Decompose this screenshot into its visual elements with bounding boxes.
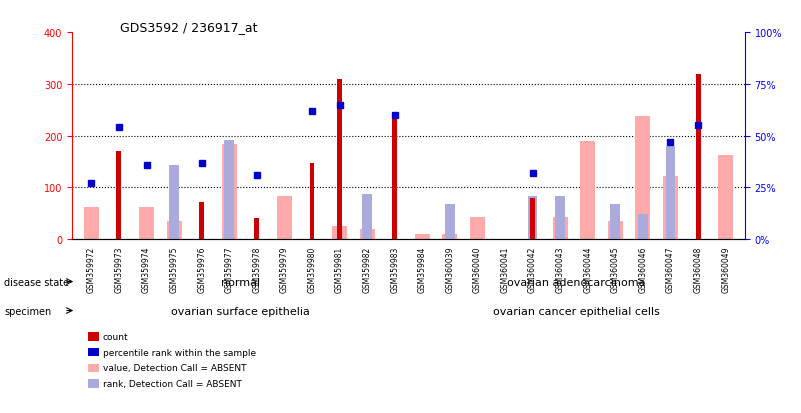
Bar <box>695 74 701 240</box>
Bar <box>139 207 154 240</box>
Text: ovarian cancer epithelial cells: ovarian cancer epithelial cells <box>493 306 660 316</box>
Bar <box>360 229 375 240</box>
Bar <box>224 140 234 240</box>
Bar <box>199 202 204 240</box>
Bar <box>84 207 99 240</box>
Text: specimen: specimen <box>4 306 51 316</box>
Bar <box>169 165 179 240</box>
Text: count: count <box>103 332 128 341</box>
Bar <box>555 196 565 240</box>
Bar <box>608 221 623 240</box>
Bar <box>666 147 675 240</box>
Text: ovarian surface epithelia: ovarian surface epithelia <box>171 306 310 316</box>
Bar <box>553 217 568 240</box>
Bar <box>337 79 342 240</box>
Bar <box>167 221 182 240</box>
Bar <box>392 117 397 240</box>
Bar <box>442 235 457 240</box>
Bar <box>277 197 292 240</box>
Bar <box>635 117 650 240</box>
Text: rank, Detection Call = ABSENT: rank, Detection Call = ABSENT <box>103 379 241 388</box>
Bar <box>116 152 122 240</box>
Bar <box>470 218 485 240</box>
Bar <box>580 142 595 240</box>
Bar <box>528 196 537 240</box>
Bar <box>663 177 678 240</box>
Text: value, Detection Call = ABSENT: value, Detection Call = ABSENT <box>103 363 246 373</box>
Bar <box>309 164 315 240</box>
Text: disease state: disease state <box>4 277 69 287</box>
Text: normal: normal <box>221 277 260 287</box>
Bar <box>415 235 430 240</box>
Bar <box>362 194 372 240</box>
Text: ovarian adenocarcinoma: ovarian adenocarcinoma <box>508 277 646 287</box>
Bar <box>718 156 733 240</box>
Bar <box>222 145 237 240</box>
Bar <box>445 204 455 240</box>
Bar <box>255 219 260 240</box>
Bar <box>638 215 648 240</box>
Text: GDS3592 / 236917_at: GDS3592 / 236917_at <box>120 21 258 33</box>
Bar <box>332 227 347 240</box>
Text: percentile rank within the sample: percentile rank within the sample <box>103 348 256 357</box>
Bar <box>530 198 535 240</box>
Bar <box>610 204 620 240</box>
